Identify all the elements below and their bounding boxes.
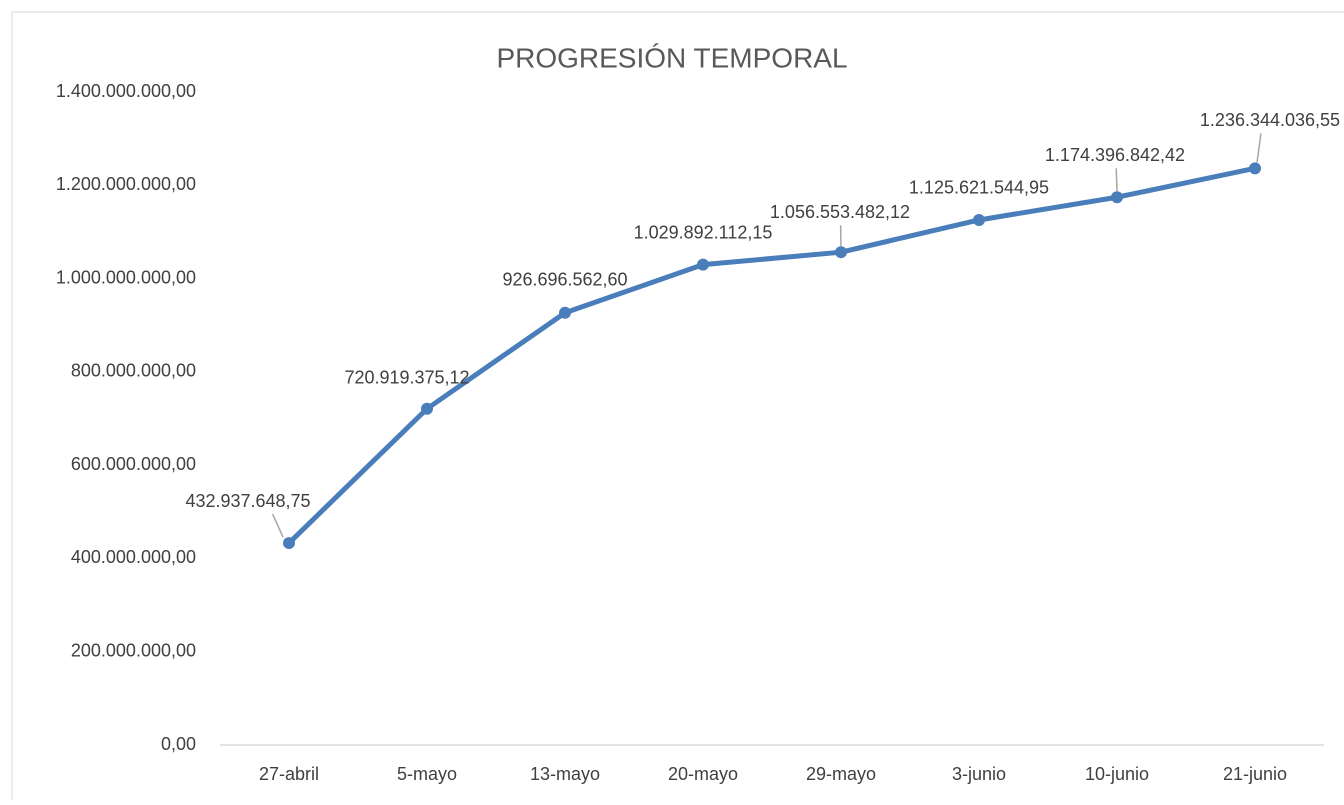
x-tick-label: 21-junio: [1223, 764, 1287, 784]
point: [973, 214, 985, 226]
y-tick-label: 400.000.000,00: [71, 547, 196, 567]
x-tick-label: 10-junio: [1085, 764, 1149, 784]
x-tick-label: 13-mayo: [530, 764, 600, 784]
leader-line: [1257, 133, 1261, 162]
x-tick-label: 3-junio: [952, 764, 1006, 784]
point: [1249, 162, 1261, 174]
chart-frame: [12, 12, 1344, 800]
leader-line: [1116, 168, 1117, 191]
point: [421, 403, 433, 415]
data-label: 1.174.396.842,42: [1045, 145, 1185, 165]
data-label: 926.696.562,60: [502, 270, 627, 290]
point: [559, 307, 571, 319]
y-tick-label: 1.200.000.000,00: [56, 174, 196, 194]
y-tick-label: 200.000.000,00: [71, 640, 196, 660]
y-tick-label: 1.400.000.000,00: [56, 81, 196, 101]
x-tick-label: 20-mayo: [668, 764, 738, 784]
point: [283, 537, 295, 549]
data-label: 1.056.553.482,12: [770, 202, 910, 222]
x-tick-label: 27-abril: [259, 764, 319, 784]
x-tick-label: 5-mayo: [397, 764, 457, 784]
data-label: 1.125.621.544,95: [909, 178, 1049, 198]
y-tick-label: 0,00: [161, 734, 196, 754]
chart-title: PROGRESIÓN TEMPORAL: [496, 42, 847, 73]
point: [697, 259, 709, 271]
point: [1111, 191, 1123, 203]
data-label: 720.919.375,12: [344, 367, 469, 387]
x-tick-label: 29-mayo: [806, 764, 876, 784]
point: [835, 246, 847, 258]
y-tick-label: 1.000.000.000,00: [56, 267, 196, 287]
y-tick-label: 800.000.000,00: [71, 361, 196, 381]
data-label: 1.236.344.036,55: [1200, 110, 1340, 130]
data-label: 1.029.892.112,15: [634, 222, 773, 242]
leader-line: [273, 514, 283, 537]
y-tick-label: 600.000.000,00: [71, 454, 196, 474]
data-label: 432.937.648,75: [185, 491, 310, 511]
